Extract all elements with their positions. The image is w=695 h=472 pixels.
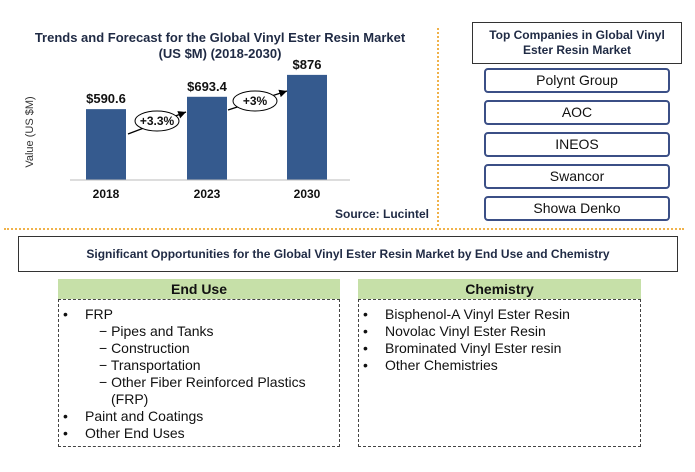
opportunities-title: Significant Opportunities for the Global…: [18, 236, 678, 272]
bar-2023: [187, 96, 227, 180]
end-use-sub-item: − Transportation: [99, 357, 201, 373]
company-item: Showa Denko: [484, 196, 670, 221]
company-item: Polynt Group: [484, 68, 670, 93]
end-use-item-frp: FRP: [59, 306, 339, 323]
end-use-heading: End Use: [58, 279, 340, 299]
company-item: AOC: [484, 100, 670, 125]
x-tick-label: 2023: [194, 187, 221, 201]
data-label: $590.6: [86, 91, 126, 106]
chemistry-item: Bisphenol-A Vinyl Ester Resin: [359, 306, 640, 323]
x-tick-label: 2018: [93, 187, 120, 201]
end-use-item: Other End Uses: [59, 425, 339, 442]
data-label: $876: [293, 57, 322, 72]
growth-label: +3.3%: [140, 114, 175, 128]
growth-badge: [134, 110, 180, 132]
vertical-divider: [437, 28, 439, 226]
growth-label: +3%: [243, 94, 268, 108]
chemistry-item: Other Chemistries: [359, 357, 640, 374]
growth-badge: [232, 90, 278, 112]
chart-title: Trends and Forecast for the Global Vinyl…: [10, 30, 430, 62]
bar-2030: [287, 74, 327, 180]
end-use-sub-item: − Pipes and Tanks: [99, 323, 214, 339]
data-label: $693.4: [187, 79, 228, 94]
x-tick-label: 2030: [294, 187, 321, 201]
bar-chart: Value (US $M) $590.6 2018 $693.4 2023 $876 203…: [24, 57, 429, 221]
y-axis-label: Value (US $M): [24, 96, 36, 167]
companies-title: Top Companies in Global Vinyl Ester Resi…: [472, 22, 682, 64]
source-label: Source: Lucintel: [335, 207, 429, 221]
chemistry-item: Brominated Vinyl Ester resin: [359, 340, 640, 357]
horizontal-divider: [4, 228, 684, 230]
end-use-sub-item: − Construction: [99, 340, 190, 356]
end-use-box: FRP − Pipes and Tanks − Construction − T…: [58, 299, 340, 447]
chemistry-heading: Chemistry: [358, 279, 641, 299]
bar-2018: [86, 109, 126, 180]
company-item: Swancor: [484, 164, 670, 189]
chart-title-line2: (US $M) (2018-2030): [158, 46, 282, 61]
company-item: INEOS: [484, 132, 670, 157]
chemistry-box: Bisphenol-A Vinyl Ester Resin Novolac Vi…: [358, 299, 641, 447]
chemistry-item: Novolac Vinyl Ester Resin: [359, 323, 640, 340]
end-use-item: Paint and Coatings: [59, 408, 339, 425]
chart-title-line1: Trends and Forecast for the Global Vinyl…: [34, 30, 406, 45]
end-use-sub-item: − Other Fiber Reinforced Plastics (FRP): [99, 374, 306, 407]
